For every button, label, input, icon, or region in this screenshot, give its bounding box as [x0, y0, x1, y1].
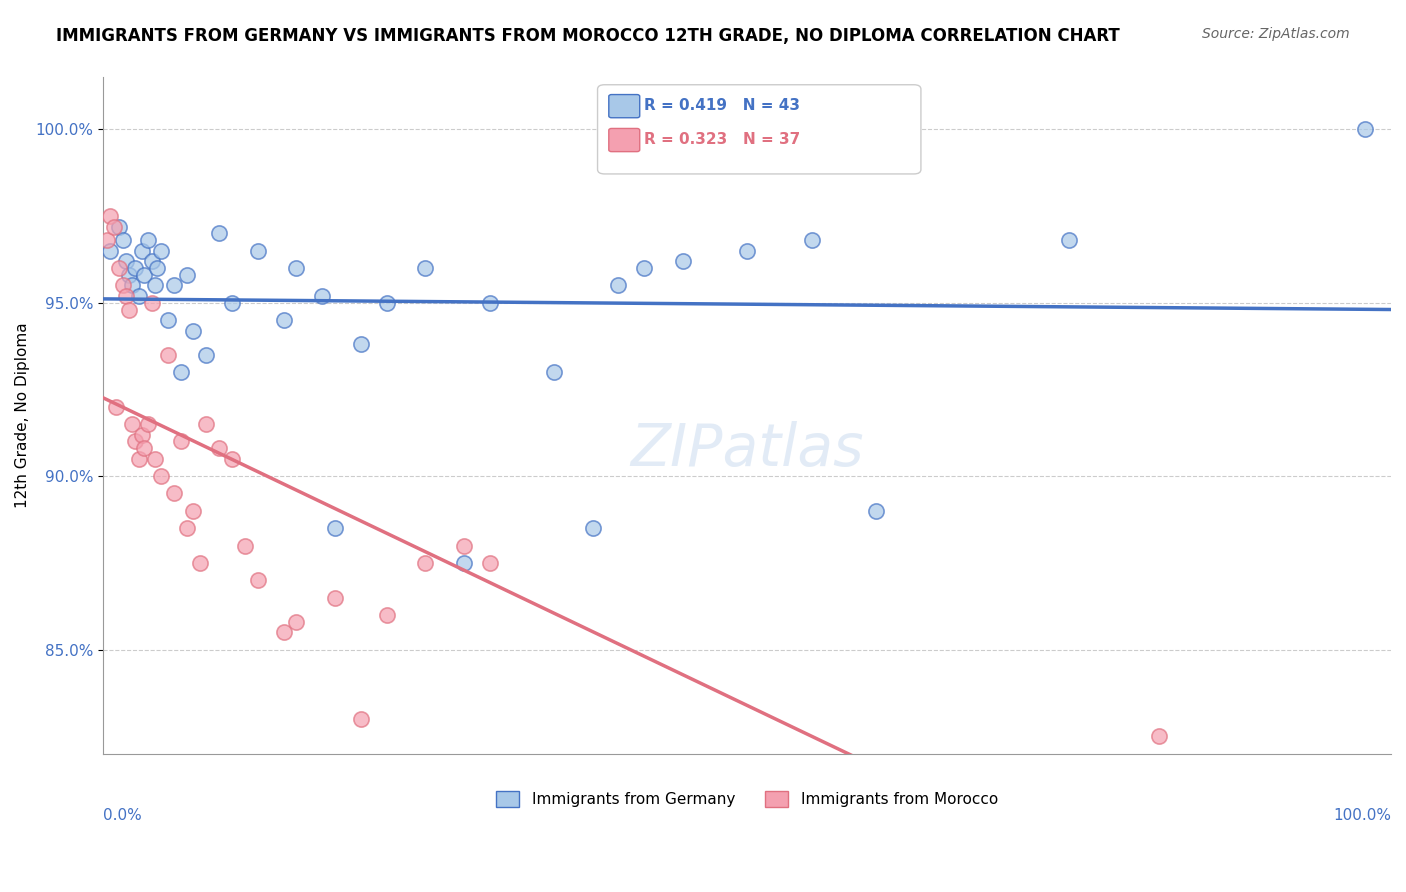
Immigrants from Morocco	[98, 209, 121, 223]
Immigrants from Germany	[800, 234, 823, 248]
Immigrants from Morocco	[105, 400, 128, 414]
Immigrants from Morocco	[478, 556, 501, 570]
Immigrants from Germany	[98, 244, 121, 258]
Immigrants from Germany	[150, 244, 173, 258]
Immigrants from Germany	[107, 219, 129, 234]
Immigrants from Morocco	[188, 556, 211, 570]
Immigrants from Morocco	[169, 434, 191, 449]
Immigrants from Germany	[115, 254, 138, 268]
Immigrants from Germany	[146, 261, 169, 276]
Immigrants from Morocco	[134, 442, 156, 456]
Text: R = 0.419   N = 43: R = 0.419 N = 43	[644, 98, 800, 112]
Immigrants from Morocco	[96, 234, 118, 248]
Immigrants from Morocco	[156, 348, 179, 362]
Immigrants from Morocco	[143, 451, 166, 466]
Immigrants from Morocco	[453, 539, 475, 553]
Immigrants from Morocco	[111, 278, 134, 293]
Immigrants from Morocco	[375, 607, 398, 622]
Immigrants from Morocco	[208, 442, 231, 456]
Text: 100.0%: 100.0%	[1333, 807, 1391, 822]
Immigrants from Morocco	[124, 434, 146, 449]
Immigrants from Morocco	[176, 521, 198, 535]
Immigrants from Germany	[195, 348, 218, 362]
Immigrants from Germany	[672, 254, 695, 268]
Immigrants from Germany	[163, 278, 186, 293]
Immigrants from Germany	[124, 261, 146, 276]
Immigrants from Germany	[111, 234, 134, 248]
Immigrants from Morocco	[195, 417, 218, 432]
Immigrants from Germany	[865, 504, 887, 518]
Immigrants from Germany	[323, 521, 346, 535]
Immigrants from Germany	[246, 244, 269, 258]
Immigrants from Morocco	[285, 615, 308, 629]
Immigrants from Morocco	[246, 573, 269, 587]
Immigrants from Germany	[221, 295, 243, 310]
Immigrants from Germany	[121, 278, 143, 293]
Immigrants from Morocco	[323, 591, 346, 605]
Immigrants from Morocco	[150, 469, 173, 483]
Text: 0.0%: 0.0%	[103, 807, 142, 822]
Immigrants from Morocco	[350, 712, 373, 726]
Immigrants from Morocco	[107, 261, 129, 276]
Immigrants from Morocco	[131, 427, 153, 442]
Immigrants from Germany	[1354, 122, 1376, 136]
Immigrants from Germany	[141, 254, 163, 268]
Immigrants from Germany	[285, 261, 308, 276]
Immigrants from Germany	[131, 244, 153, 258]
Immigrants from Germany	[478, 295, 501, 310]
Immigrants from Germany	[581, 521, 603, 535]
Immigrants from Germany	[735, 244, 758, 258]
Immigrants from Germany	[413, 261, 436, 276]
Immigrants from Germany	[183, 324, 205, 338]
Immigrants from Morocco	[115, 289, 138, 303]
Immigrants from Germany	[543, 365, 565, 379]
Immigrants from Germany	[138, 234, 160, 248]
Immigrants from Germany	[169, 365, 191, 379]
Immigrants from Morocco	[183, 504, 205, 518]
Immigrants from Morocco	[121, 417, 143, 432]
Immigrants from Morocco	[163, 486, 186, 500]
Immigrants from Germany	[607, 278, 630, 293]
Immigrants from Germany	[350, 337, 373, 351]
Text: Source: ZipAtlas.com: Source: ZipAtlas.com	[1202, 27, 1350, 41]
Text: ZIPatlas: ZIPatlas	[630, 421, 863, 478]
Immigrants from Germany	[273, 313, 295, 327]
Immigrants from Morocco	[273, 625, 295, 640]
Legend: Immigrants from Germany, Immigrants from Morocco: Immigrants from Germany, Immigrants from…	[491, 785, 1004, 814]
Immigrants from Germany	[134, 268, 156, 282]
Immigrants from Germany	[633, 261, 655, 276]
Immigrants from Morocco	[233, 539, 256, 553]
Immigrants from Morocco	[128, 451, 150, 466]
Immigrants from Germany	[311, 289, 333, 303]
Immigrants from Morocco	[118, 302, 141, 317]
Y-axis label: 12th Grade, No Diploma: 12th Grade, No Diploma	[15, 323, 30, 508]
Immigrants from Germany	[375, 295, 398, 310]
Text: IMMIGRANTS FROM GERMANY VS IMMIGRANTS FROM MOROCCO 12TH GRADE, NO DIPLOMA CORREL: IMMIGRANTS FROM GERMANY VS IMMIGRANTS FR…	[56, 27, 1121, 45]
Immigrants from Morocco	[221, 451, 243, 466]
Immigrants from Morocco	[138, 417, 160, 432]
Immigrants from Germany	[176, 268, 198, 282]
Immigrants from Morocco	[103, 219, 125, 234]
Immigrants from Germany	[156, 313, 179, 327]
Immigrants from Germany	[128, 289, 150, 303]
Immigrants from Morocco	[141, 295, 163, 310]
Immigrants from Germany	[453, 556, 475, 570]
Immigrants from Germany	[143, 278, 166, 293]
Text: R = 0.323   N = 37: R = 0.323 N = 37	[644, 132, 800, 146]
Immigrants from Germany	[208, 227, 231, 241]
Immigrants from Germany	[118, 268, 141, 282]
Immigrants from Germany	[1057, 234, 1080, 248]
Immigrants from Morocco	[413, 556, 436, 570]
Immigrants from Morocco	[1147, 729, 1170, 743]
